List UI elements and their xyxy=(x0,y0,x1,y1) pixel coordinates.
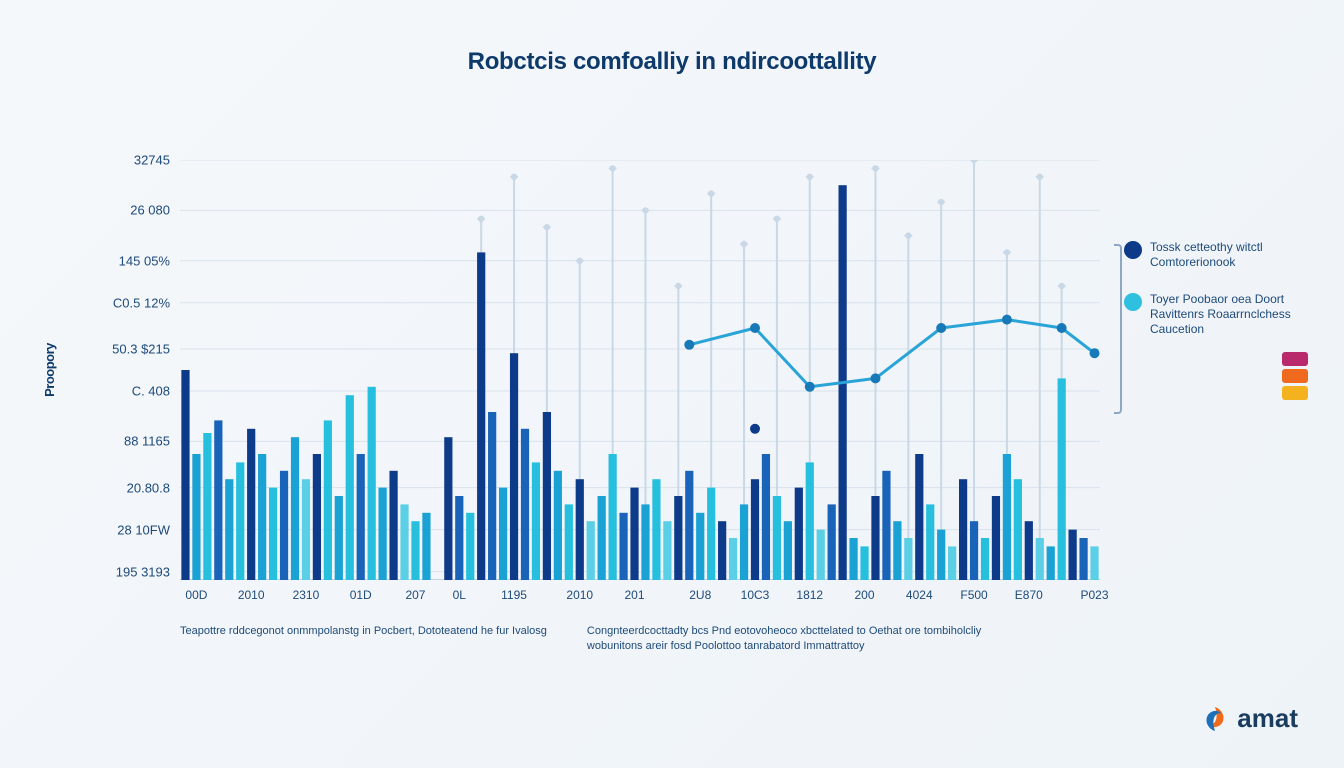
x-tick-label: 2310 xyxy=(293,588,320,602)
y-axis-title: Proopory xyxy=(42,343,57,397)
legend-label: Tossk cetteothy witctl Comtorerionook xyxy=(1150,240,1314,270)
chart-title: Robctcis comfoalliy in ndircoottallity xyxy=(0,48,1344,76)
legend-item: Toyer Poobaor oea Doort Ravittenrs Roaar… xyxy=(1124,292,1314,337)
legend-label: Toyer Poobaor oea Doort Ravittenrs Roaar… xyxy=(1150,292,1314,337)
caption-left: Teapottre rddcegonot onmmpolanstg in Poc… xyxy=(180,624,547,654)
legend: Tossk cetteothy witctl Comtorerionook Toy… xyxy=(1124,240,1314,359)
x-tick-label: P023 xyxy=(1081,588,1109,602)
legend-bracket xyxy=(1114,244,1122,414)
x-tick-label: 200 xyxy=(855,588,875,602)
caption-right: Congnteerdcocttadty bcs Pnd eotovoheoco … xyxy=(587,624,1027,654)
y-tick-label: 88 1165 xyxy=(124,434,170,449)
y-tick-label: C. 408 xyxy=(132,384,170,399)
y-tick-label: 32745 xyxy=(134,153,170,168)
legend-swatch xyxy=(1282,386,1308,400)
x-tick-label: 2010 xyxy=(238,588,265,602)
x-tick-label: 1812 xyxy=(796,588,823,602)
plot-area xyxy=(180,160,1100,580)
logo-mark-icon xyxy=(1201,705,1229,733)
legend-dot-icon xyxy=(1124,293,1142,311)
legend-swatches xyxy=(1282,352,1308,400)
x-tick-label: 207 xyxy=(405,588,425,602)
y-tick-label: 26 080 xyxy=(130,203,170,218)
caption-row: Teapottre rddcegonot onmmpolanstg in Poc… xyxy=(180,624,1100,654)
y-tick-label: 145 05% xyxy=(119,253,170,268)
y-tick-label: C0.5 12% xyxy=(113,295,170,310)
y-tick-label: 28 10FW xyxy=(117,522,170,537)
x-tick-label: 10C3 xyxy=(741,588,770,602)
legend-item: Tossk cetteothy witctl Comtorerionook xyxy=(1124,240,1314,270)
x-tick-label: 0L xyxy=(453,588,466,602)
logo-text: amat xyxy=(1237,703,1298,734)
plot-svg xyxy=(180,160,1100,580)
x-tick-label: E870 xyxy=(1015,588,1043,602)
chart-container: Robctcis comfoalliy in ndircoottallity P… xyxy=(0,0,1344,768)
x-tick-label: 1195 xyxy=(501,588,527,602)
y-axis-labels: 3274526 080145 05%C0.5 12%50.3 $215C. 40… xyxy=(90,160,170,580)
legend-dot-icon xyxy=(1124,241,1142,259)
legend-swatch xyxy=(1282,369,1308,383)
y-tick-label: 50.3 $215 xyxy=(112,342,170,357)
y-tick-label: 195 3193 xyxy=(116,564,170,579)
x-tick-label: 2U8 xyxy=(689,588,711,602)
x-tick-label: 4024 xyxy=(906,588,933,602)
x-tick-label: 00D xyxy=(185,588,207,602)
y-tick-label: 20.80.8 xyxy=(127,480,170,495)
x-tick-label: 01D xyxy=(350,588,372,602)
x-tick-label: 201 xyxy=(625,588,645,602)
x-tick-label: 2010 xyxy=(566,588,593,602)
x-axis-labels: 00D 2010 2310 01D 207 0L 1195 2010 201 2U8 10C3 181… xyxy=(180,588,1100,608)
brand-logo: amat xyxy=(1201,703,1298,734)
x-tick-label: F500 xyxy=(960,588,987,602)
legend-swatch xyxy=(1282,352,1308,366)
